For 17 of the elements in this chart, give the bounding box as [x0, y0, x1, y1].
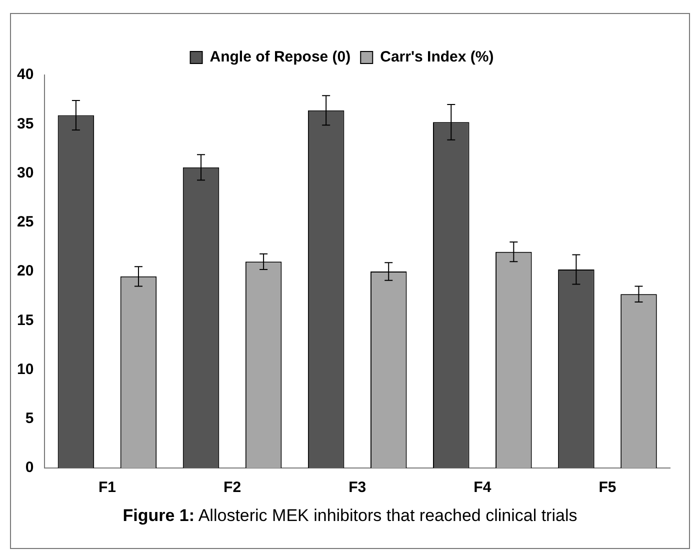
x-tick-label: F5: [598, 479, 616, 496]
y-tick-label: 30: [16, 164, 34, 182]
caption: Figure 1: Allosteric MEK inhibitors that reached clinical trials: [122, 506, 578, 526]
y-tick-label: 40: [16, 66, 34, 84]
x-tick-label: F1: [98, 479, 116, 496]
y-tick-label: 25: [16, 214, 34, 231]
legend-label: Carr's Index (%): [380, 48, 494, 66]
y-tick-label: 5: [25, 410, 34, 428]
y-tick-label: 15: [16, 312, 34, 329]
x-tick-label: F3: [348, 479, 366, 496]
x-tick-label: F2: [224, 479, 242, 496]
y-tick-label: 20: [16, 262, 34, 280]
y-tick-label: 10: [16, 360, 34, 378]
x-tick-label: F4: [474, 479, 492, 496]
legend-label: Angle of Repose (0): [210, 48, 351, 66]
y-tick-label: 35: [16, 115, 34, 132]
y-tick-label: 0: [25, 459, 34, 476]
